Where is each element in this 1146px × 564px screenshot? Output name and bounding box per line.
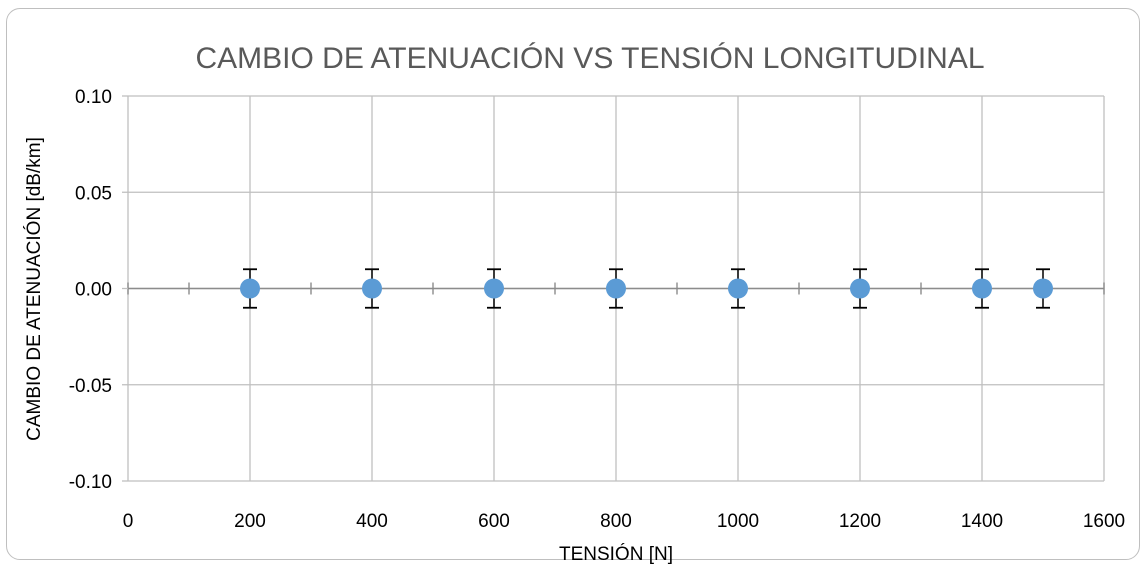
x-tick-label: 400 (356, 511, 388, 532)
chart-title: CAMBIO DE ATENUACIÓN VS TENSIÓN LONGITUD… (195, 42, 984, 75)
x-tick-labels: 0 200 400 600 800 1000 1200 1400 1600 (123, 511, 1125, 532)
y-tick-label: -0.05 (69, 376, 112, 397)
y-tick-label: 0.00 (75, 280, 112, 301)
chart-frame (6, 8, 1140, 560)
data-point (850, 278, 870, 299)
x-tick-label: 600 (478, 511, 510, 532)
data-point (484, 278, 504, 299)
x-tick-label: 200 (234, 511, 266, 532)
data-point (728, 278, 748, 299)
data-point (606, 278, 626, 299)
x-tick-label: 1600 (1083, 511, 1125, 532)
y-axis-label: CAMBIO DE ATENUACIÓN [dB/km] (23, 137, 45, 441)
x-tick-label: 0 (123, 511, 134, 532)
x-tick-label: 800 (600, 511, 632, 532)
y-tick-labels: 0.10 0.05 0.00 -0.05 -0.10 (69, 87, 112, 493)
x-tick-label: 1000 (717, 511, 759, 532)
data-point (1033, 278, 1053, 299)
y-tick-label: 0.05 (75, 183, 112, 204)
data-point (362, 278, 382, 299)
grid (128, 95, 1105, 482)
data-points (240, 268, 1053, 309)
data-point (240, 278, 260, 299)
x-tick-label: 1400 (961, 511, 1003, 532)
data-point (972, 278, 992, 299)
y-tick-label: 0.10 (75, 87, 112, 108)
x-axis-label: TENSIÓN [N] (559, 543, 673, 564)
x-tick-label: 1200 (839, 511, 881, 532)
y-tick-label: -0.10 (69, 472, 112, 493)
